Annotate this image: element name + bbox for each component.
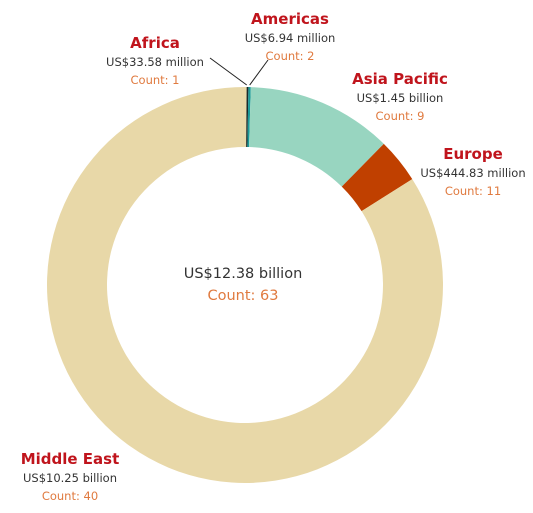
series-name: Americas bbox=[251, 10, 329, 28]
series-count: Count: 2 bbox=[265, 49, 315, 63]
series-count: Count: 9 bbox=[375, 109, 425, 123]
series-amount: US$444.83 million bbox=[420, 166, 526, 180]
series-name: Europe bbox=[443, 145, 503, 163]
label-americas: Americas US$6.94 million Count: 2 bbox=[225, 10, 355, 65]
donut-slices bbox=[47, 86, 444, 483]
total-amount: US$12.38 billion bbox=[183, 266, 303, 282]
series-name: Asia Pacific bbox=[352, 70, 448, 88]
series-amount: US$33.58 million bbox=[106, 55, 204, 69]
label-middle-east: Middle East US$10.25 billion Count: 40 bbox=[10, 450, 130, 505]
series-name: Africa bbox=[130, 34, 180, 52]
label-asia-pacific: Asia Pacific US$1.45 billion Count: 9 bbox=[335, 70, 465, 125]
total-count: Count: 63 bbox=[207, 288, 279, 304]
series-count: Count: 1 bbox=[130, 73, 180, 87]
label-africa: Africa US$33.58 million Count: 1 bbox=[90, 34, 220, 89]
slice-americas[interactable] bbox=[247, 87, 251, 148]
series-amount: US$1.45 billion bbox=[356, 91, 444, 105]
series-count: Count: 40 bbox=[41, 489, 99, 503]
series-name: Middle East bbox=[20, 450, 120, 468]
slice-asia-pacific[interactable] bbox=[249, 87, 384, 187]
leader-line-africa bbox=[209, 57, 248, 86]
slice-middle-east[interactable] bbox=[47, 86, 444, 483]
leader-lines bbox=[209, 57, 269, 86]
label-europe: Europe US$444.83 million Count: 11 bbox=[413, 145, 533, 200]
donut-center-summary: US$12.38 billion Count: 63 bbox=[143, 263, 343, 307]
series-amount: US$10.25 billion bbox=[22, 471, 118, 485]
slice-europe[interactable] bbox=[341, 143, 413, 212]
series-amount: US$6.94 million bbox=[244, 31, 336, 45]
series-count: Count: 11 bbox=[444, 184, 502, 198]
leader-line-americas bbox=[249, 59, 269, 86]
